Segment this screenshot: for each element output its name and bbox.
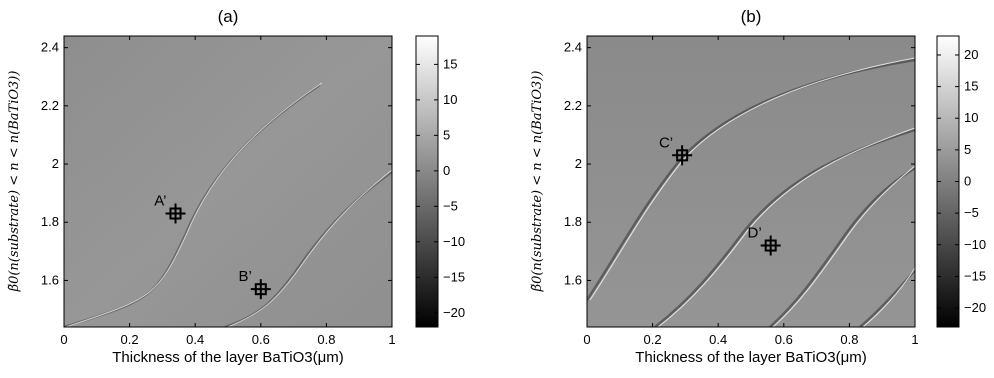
colorbar-tick-label: −20	[443, 305, 465, 320]
y-tick-label: 2	[52, 156, 59, 171]
y-tick-label: 1.6	[564, 272, 582, 287]
x-tick-label: 0.4	[186, 332, 204, 347]
panel-a-plot-background	[64, 36, 392, 327]
colorbar-tick-label: 20	[964, 47, 978, 62]
panel-b-x-axis-label: Thickness of the layer BaTiO3(μm)	[635, 349, 867, 366]
colorbar-tick-label: −5	[964, 205, 979, 220]
panel-b-mode-curves	[587, 57, 915, 327]
x-tick-label: 0.2	[121, 332, 139, 347]
colorbar-tick-label: −10	[443, 234, 465, 249]
panel-a-y-axis-label: β̃0(n(substrate) < n < n(BaTiO3))	[7, 71, 22, 293]
x-tick-label: 0.8	[317, 332, 335, 347]
x-tick-label: 0.6	[252, 332, 270, 347]
x-tick-label: 0.4	[709, 332, 727, 347]
panel-b-axes-box	[586, 35, 916, 328]
y-tick-label: 1.8	[564, 214, 582, 229]
panel-a-x-axis-label: Thickness of the layer BaTiO3(μm)	[112, 349, 344, 366]
marker-label: C’	[659, 134, 673, 151]
colorbar-tick-label: 10	[964, 110, 978, 125]
colorbar-tick-label: −20	[964, 300, 986, 315]
marker-label: A’	[154, 193, 166, 210]
x-tick-label: 1	[911, 332, 918, 347]
x-tick-label: 0	[60, 332, 67, 347]
marker-label: B’	[238, 268, 251, 285]
colorbar-tick-label: 5	[443, 127, 450, 142]
mode-curve-shadow	[769, 166, 915, 327]
panel-b-plot-background	[587, 36, 915, 327]
x-tick-label: 0.8	[840, 332, 858, 347]
mode-curve	[227, 169, 392, 327]
marker-d: D’	[748, 225, 781, 256]
marker-b: B’	[238, 268, 271, 300]
marker-label: D’	[748, 225, 762, 242]
panel-b-y-axis-label: β̃0(n(substrate) < n < n(BaTiO3))	[530, 71, 545, 293]
colorbar-tick-label: 15	[443, 56, 457, 71]
colorbar-tick-label: −15	[443, 269, 465, 284]
mode-curve	[862, 267, 915, 327]
mode-curve	[772, 165, 915, 327]
y-tick-label: 1.6	[41, 272, 59, 287]
panel-a-title: (a)	[218, 7, 239, 26]
colorbar-tick-label: 0	[443, 163, 450, 178]
mode-curve	[657, 127, 915, 327]
y-tick-label: 2.4	[564, 40, 582, 55]
panel-b: (b) 0 0.2 0.4 0.6 0.8 1 1.6 1.8 2 2.2 2.4 Thicknes…	[530, 7, 986, 366]
colorbar-tick-label: 10	[443, 92, 457, 107]
mode-curve	[589, 57, 915, 301]
marker-c: C’	[659, 134, 693, 166]
x-tick-label: 0.6	[775, 332, 793, 347]
marker-a: A’	[154, 193, 186, 224]
mode-curve	[65, 82, 323, 327]
y-tick-label: 2.2	[564, 98, 582, 113]
panel-a: (a) 0 0.2 0.4 0.6 0.8 1 1.6 1.8 2 2.2 2.4 Thicknes…	[7, 7, 465, 366]
panel-a-colorbar	[415, 35, 439, 328]
colorbar-tick-label: 0	[964, 174, 971, 189]
colorbar-tick-label: −10	[964, 237, 986, 252]
x-tick-label: 0.2	[644, 332, 662, 347]
y-tick-label: 2.4	[41, 40, 59, 55]
panel-b-title: (b)	[741, 7, 762, 26]
colorbar-tick-label: 5	[964, 142, 971, 157]
panel-a-mode-curves	[64, 82, 392, 327]
y-tick-label: 2.2	[41, 98, 59, 113]
panel-a-axes-box	[63, 35, 393, 328]
colorbar-tick-label: −15	[964, 268, 986, 283]
y-tick-label: 2	[575, 156, 582, 171]
y-tick-label: 1.8	[41, 214, 59, 229]
colorbar-tick-label: 15	[964, 79, 978, 94]
x-tick-label: 0	[583, 332, 590, 347]
colorbar-tick-label: −5	[443, 198, 458, 213]
x-tick-label: 1	[388, 332, 395, 347]
